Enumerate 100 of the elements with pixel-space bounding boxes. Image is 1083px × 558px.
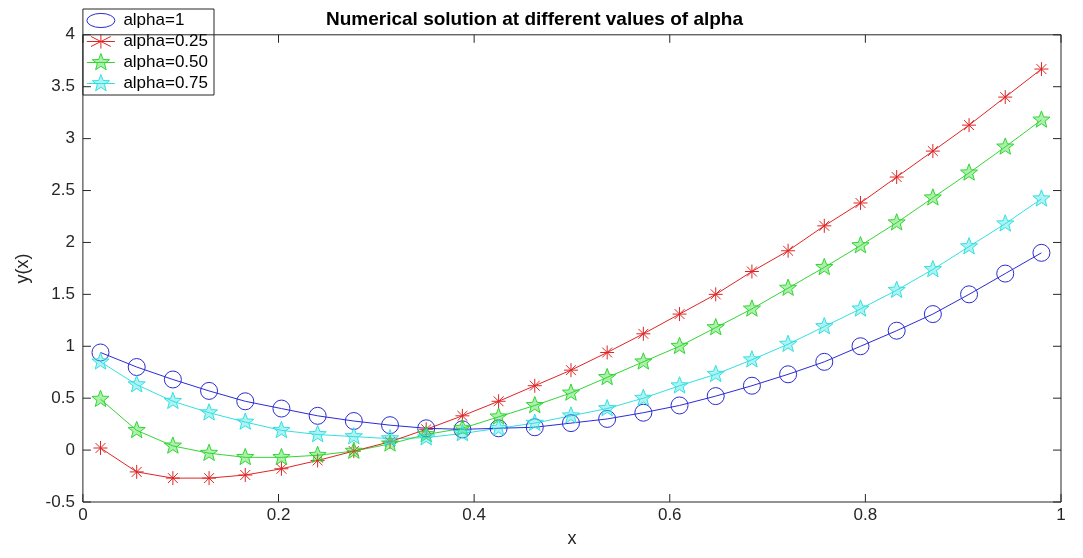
- point: [925, 143, 941, 159]
- x-tick-label: 0.6: [657, 504, 682, 524]
- point: [1032, 189, 1051, 207]
- point: [527, 378, 543, 394]
- point: [163, 391, 182, 410]
- point: [960, 285, 979, 304]
- point: [163, 436, 182, 454]
- y-tick-label: 2.5: [51, 180, 75, 200]
- point: [670, 336, 689, 355]
- point: [960, 163, 979, 181]
- point: [201, 470, 217, 486]
- y-axis-title: y(x): [11, 253, 32, 284]
- point: [525, 413, 544, 431]
- point: [996, 264, 1015, 283]
- point: [236, 447, 255, 466]
- point: [200, 443, 219, 461]
- point: [93, 440, 108, 456]
- point: [598, 367, 617, 386]
- point: [815, 257, 834, 276]
- point: [634, 352, 653, 370]
- point: [634, 403, 653, 422]
- point: [310, 452, 326, 468]
- point: [887, 213, 906, 231]
- point: [779, 365, 798, 384]
- point: [706, 364, 725, 383]
- point: [706, 387, 725, 406]
- point: [489, 407, 508, 425]
- point: [563, 362, 579, 378]
- y-tick-label: 2: [65, 232, 75, 252]
- point: [273, 461, 289, 477]
- point: [742, 299, 761, 317]
- y-tick-label: 3.5: [51, 76, 75, 96]
- point: [272, 420, 291, 439]
- point: [165, 470, 181, 486]
- point: [851, 236, 870, 254]
- point: [887, 321, 906, 340]
- point: [491, 393, 507, 409]
- point: [525, 418, 544, 437]
- legend-label: alpha=0.50: [123, 52, 209, 72]
- point: [634, 388, 653, 406]
- point: [779, 334, 798, 352]
- y-tick-label: 0: [65, 439, 75, 459]
- point: [236, 412, 255, 430]
- point: [127, 420, 146, 439]
- point: [308, 425, 327, 443]
- point: [670, 396, 689, 415]
- legend-label: alpha=0.75: [123, 73, 209, 93]
- point: [163, 370, 182, 389]
- x-axis-title: x: [567, 528, 577, 549]
- point: [344, 427, 363, 445]
- legend-label: alpha=1: [123, 10, 185, 30]
- point: [236, 392, 255, 411]
- point: [923, 188, 942, 206]
- point: [129, 464, 145, 480]
- point: [561, 383, 581, 401]
- point: [127, 358, 146, 377]
- x-tick-label: 1: [1056, 504, 1066, 524]
- y-tick-label: -0.5: [45, 491, 75, 511]
- point: [272, 447, 291, 466]
- point: [744, 264, 760, 280]
- y-tick-label: 1: [65, 335, 75, 355]
- point: [742, 350, 761, 368]
- point: [380, 429, 400, 447]
- point: [127, 375, 146, 393]
- point: [598, 399, 617, 417]
- x-tick-label: 0.4: [462, 504, 486, 524]
- point: [381, 416, 400, 435]
- point: [706, 318, 725, 336]
- y-tick-label: 0.5: [51, 387, 75, 407]
- x-tick-label: 0: [78, 504, 88, 524]
- point: [237, 467, 253, 483]
- point: [1032, 110, 1051, 128]
- point: [308, 406, 327, 425]
- x-tick-label: 0.8: [853, 504, 878, 524]
- point: [742, 376, 761, 395]
- point: [851, 337, 870, 356]
- point: [889, 169, 905, 185]
- point: [996, 137, 1015, 155]
- x-tick-label: 0.2: [266, 504, 291, 524]
- y-tick-label: 3: [65, 128, 75, 148]
- point: [454, 408, 470, 424]
- y-tick-label: 1.5: [51, 284, 75, 304]
- point: [997, 89, 1013, 105]
- point: [561, 406, 581, 424]
- point: [815, 317, 834, 335]
- point: [670, 376, 689, 394]
- point: [598, 409, 617, 428]
- point: [961, 117, 977, 133]
- point: [923, 305, 942, 324]
- point: [672, 306, 688, 322]
- point: [91, 352, 110, 370]
- point: [1033, 61, 1049, 77]
- point: [960, 237, 979, 255]
- point: [525, 395, 544, 414]
- point: [344, 412, 363, 431]
- point: [780, 243, 796, 259]
- point: [200, 381, 219, 400]
- point: [779, 278, 798, 296]
- point: [816, 218, 832, 234]
- chart-title: Numerical solution at different values of alpha: [325, 7, 744, 29]
